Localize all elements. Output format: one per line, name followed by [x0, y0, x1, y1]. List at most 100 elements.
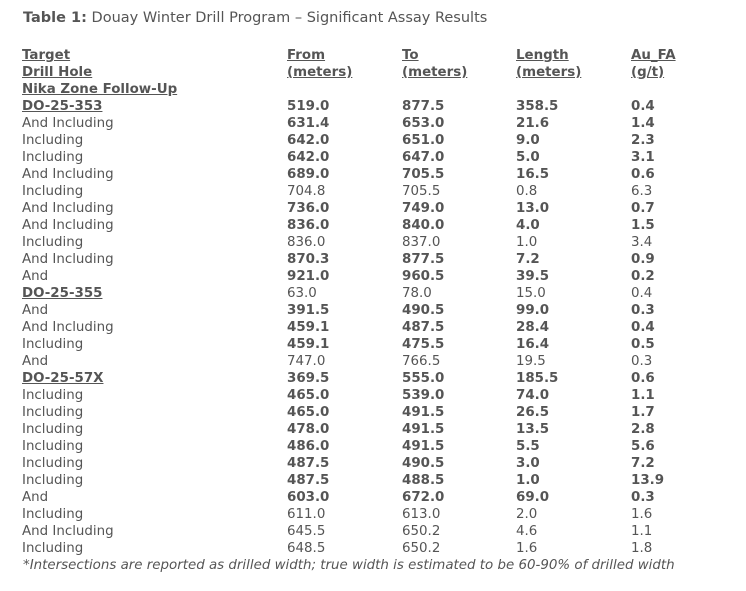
- length-cell: 16.4: [516, 337, 550, 352]
- from-cell: 645.5: [287, 524, 326, 539]
- table-row: Including 611.0 613.0 2.0 1.6: [22, 506, 711, 523]
- to-cell: 877.5: [402, 99, 445, 114]
- table-row: Including 478.0 491.5 13.5 2.8: [22, 421, 711, 438]
- to-cell: 877.5: [402, 252, 445, 267]
- from-cell: 63.0: [287, 286, 317, 301]
- from-cell: 747.0: [287, 354, 326, 369]
- table-row: And Including 459.1 487.5 28.4 0.4: [22, 319, 711, 336]
- interval-label: Including: [22, 439, 84, 454]
- to-cell: 650.2: [402, 524, 441, 539]
- table-row: Including 487.5 490.5 3.0 7.2: [22, 455, 711, 472]
- interval-label: And: [22, 269, 49, 284]
- au-fa-cell: 0.3: [631, 490, 655, 505]
- assay-results-table: Target Drill Hole From (meters) To (meters)…: [22, 48, 711, 557]
- from-cell: 486.0: [287, 439, 330, 454]
- interval-label: And Including: [22, 218, 114, 233]
- table-row: And Including 631.4 653.0 21.6 1.4: [22, 115, 711, 132]
- length-cell: 5.0: [516, 150, 540, 165]
- table-row: Including 486.0 491.5 5.5 5.6: [22, 438, 711, 455]
- to-cell: 766.5: [402, 354, 441, 369]
- drill-hole-row: DO-25-57X 369.5 555.0 185.5 0.6: [22, 370, 711, 387]
- au-fa-cell: 7.2: [631, 456, 655, 471]
- to-cell: 491.5: [402, 405, 445, 420]
- au-fa-cell: 1.1: [631, 388, 655, 403]
- length-cell: 0.8: [516, 184, 538, 199]
- au-fa-cell: 1.4: [631, 116, 655, 131]
- length-cell: 1.0: [516, 473, 540, 488]
- to-cell: 487.5: [402, 320, 445, 335]
- length-cell: 19.5: [516, 354, 546, 369]
- table-row: Including 642.0 651.0 9.0 2.3: [22, 132, 711, 149]
- header-from: From (meters): [287, 48, 402, 81]
- interval-label: And: [22, 354, 49, 369]
- drill-hole-label: DO-25-57X: [22, 371, 104, 386]
- au-fa-cell: 0.4: [631, 99, 655, 114]
- from-cell: 519.0: [287, 99, 330, 114]
- length-cell: 69.0: [516, 490, 550, 505]
- length-cell: 28.4: [516, 320, 550, 335]
- from-cell: 391.5: [287, 303, 330, 318]
- header-length-unit: (meters): [516, 64, 582, 80]
- to-cell: 488.5: [402, 473, 445, 488]
- header-from-label: From: [287, 48, 326, 63]
- from-cell: 642.0: [287, 133, 330, 148]
- from-cell: 611.0: [287, 507, 326, 522]
- interval-label: Including: [22, 541, 84, 556]
- header-target-drill-hole: Target Drill Hole: [22, 48, 287, 81]
- interval-label: And Including: [22, 167, 114, 182]
- header-drill-hole: Drill Hole: [22, 64, 93, 80]
- table-row: And Including 645.5 650.2 4.6 1.1: [22, 523, 711, 540]
- from-cell: 648.5: [287, 541, 326, 556]
- from-cell: 689.0: [287, 167, 330, 182]
- interval-label: Including: [22, 507, 84, 522]
- length-cell: 39.5: [516, 269, 550, 284]
- length-cell: 1.0: [516, 235, 538, 250]
- length-cell: 5.5: [516, 439, 540, 454]
- header-au-fa-label: Au_FA: [631, 48, 676, 63]
- au-fa-cell: 13.9: [631, 473, 665, 488]
- from-cell: 603.0: [287, 490, 330, 505]
- from-cell: 836.0: [287, 218, 330, 233]
- au-fa-cell: 5.6: [631, 439, 655, 454]
- footnote: *Intersections are reported as drilled w…: [23, 558, 675, 573]
- table-row: And Including 836.0 840.0 4.0 1.5: [22, 217, 711, 234]
- table-row: Including 465.0 539.0 74.0 1.1: [22, 387, 711, 404]
- to-cell: 491.5: [402, 439, 445, 454]
- zone-title-row: Nika Zone Follow-Up: [22, 81, 711, 98]
- au-fa-cell: 0.6: [631, 371, 655, 386]
- to-cell: 653.0: [402, 116, 445, 131]
- from-cell: 870.3: [287, 252, 330, 267]
- au-fa-cell: 0.5: [631, 337, 655, 352]
- interval-label: Including: [22, 456, 84, 471]
- header-au-fa: Au_FA (g/t): [631, 48, 711, 81]
- header-length-label: Length: [516, 48, 569, 63]
- from-cell: 465.0: [287, 405, 330, 420]
- interval-label: And Including: [22, 252, 114, 267]
- length-cell: 21.6: [516, 116, 550, 131]
- from-cell: 369.5: [287, 371, 330, 386]
- to-cell: 490.5: [402, 456, 445, 471]
- au-fa-cell: 0.3: [631, 354, 653, 369]
- from-cell: 921.0: [287, 269, 330, 284]
- interval-label: Including: [22, 405, 84, 420]
- interval-label: Including: [22, 388, 84, 403]
- table-row: Including 642.0 647.0 5.0 3.1: [22, 149, 711, 166]
- table-row: Including 459.1 475.5 16.4 0.5: [22, 336, 711, 353]
- length-cell: 13.0: [516, 201, 550, 216]
- table-row: And Including 689.0 705.5 16.5 0.6: [22, 166, 711, 183]
- from-cell: 642.0: [287, 150, 330, 165]
- to-cell: 651.0: [402, 133, 445, 148]
- to-cell: 613.0: [402, 507, 441, 522]
- zone-title: Nika Zone Follow-Up: [22, 82, 178, 97]
- from-cell: 478.0: [287, 422, 330, 437]
- au-fa-cell: 0.7: [631, 201, 655, 216]
- interval-label: Including: [22, 133, 84, 148]
- length-cell: 3.0: [516, 456, 540, 471]
- length-cell: 4.6: [516, 524, 538, 539]
- to-cell: 650.2: [402, 541, 441, 556]
- from-cell: 704.8: [287, 184, 326, 199]
- to-cell: 490.5: [402, 303, 445, 318]
- interval-label: And Including: [22, 201, 114, 216]
- table-caption: Table 1: Douay Winter Drill Program – Si…: [23, 10, 487, 26]
- from-cell: 459.1: [287, 337, 330, 352]
